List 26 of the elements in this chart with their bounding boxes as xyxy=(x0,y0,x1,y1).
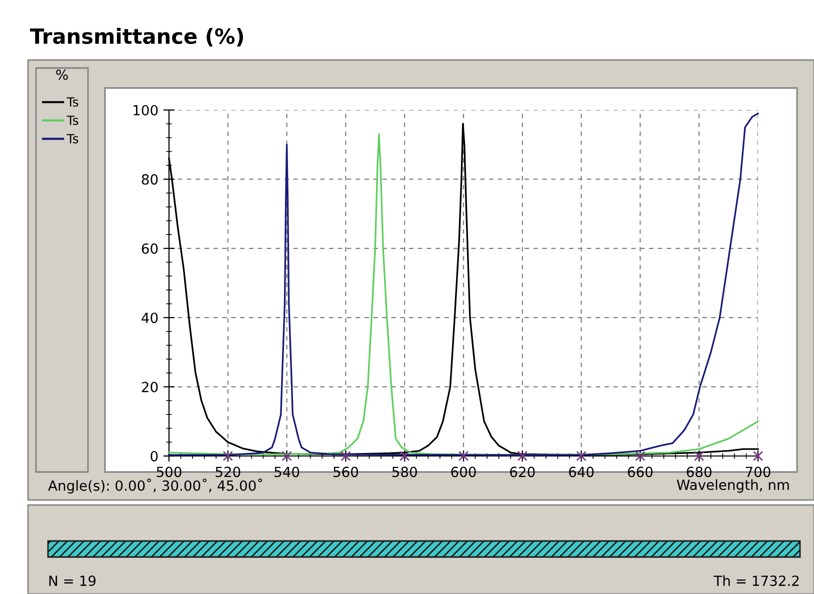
x-tick-label: 680 xyxy=(686,466,712,478)
legend-label: Ts xyxy=(66,134,78,144)
legend-label: Ts xyxy=(66,116,78,126)
y-tick-label: 20 xyxy=(142,382,158,392)
text: N = 19 xyxy=(49,576,96,586)
x-tick-label: 660 xyxy=(628,466,653,478)
x-tick-label: 520 xyxy=(216,466,240,478)
y-tick-label: 40 xyxy=(142,312,158,324)
y-tick-label: 0 xyxy=(150,450,158,462)
x-tick-label: 540 xyxy=(274,466,300,478)
x-tick-label: 640 xyxy=(569,466,594,478)
x-tick-label: 620 xyxy=(510,466,535,478)
y-tick-label: 60 xyxy=(142,243,158,254)
chart-title: Transmittance (%) xyxy=(30,28,243,46)
x-axis-title: Wavelength, nm xyxy=(676,479,789,493)
text: Th = 1732.2 xyxy=(714,575,799,586)
x-tick-label: 580 xyxy=(392,466,417,478)
text: % xyxy=(56,70,68,80)
y-tick-label: 80 xyxy=(142,174,158,185)
x-tick-label: 500 xyxy=(156,466,182,478)
x-tick-label: 700 xyxy=(746,466,770,478)
x-tick-label: 600 xyxy=(451,466,476,478)
text: Angle(s): 0.00˚, 30.00˚, 45.00˚ xyxy=(48,478,262,494)
legend-label: Ts xyxy=(66,97,78,107)
x-tick-label: 560 xyxy=(334,466,358,478)
y-tick-label: 100 xyxy=(134,104,158,116)
